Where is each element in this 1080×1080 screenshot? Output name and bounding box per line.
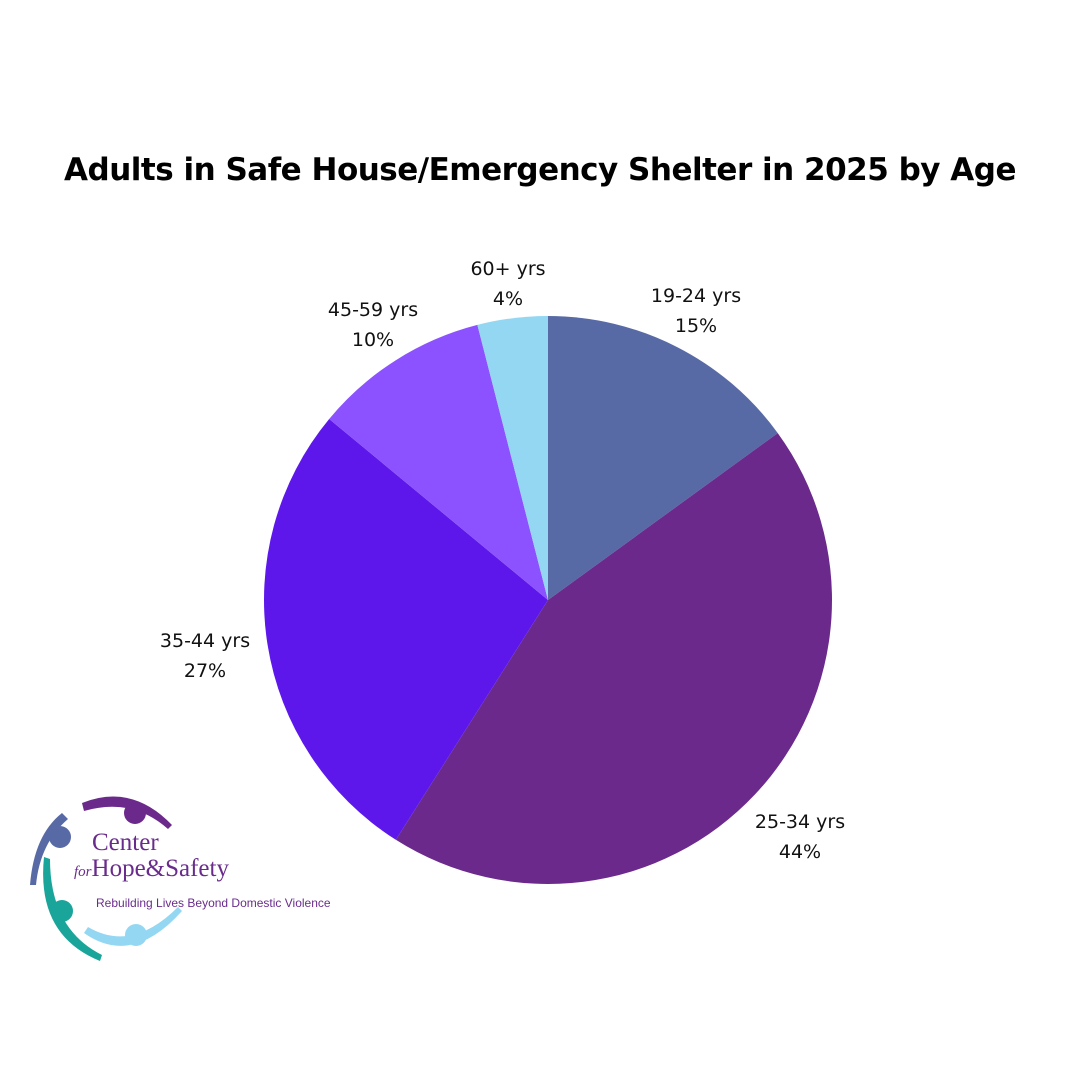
label-category: 45-59 yrs <box>327 299 419 321</box>
label-category: 25-34 yrs <box>754 811 846 833</box>
chart-title: Adults in Safe House/Emergency Shelter i… <box>64 152 1016 188</box>
pie-slice-60-yrs <box>477 316 548 600</box>
label-percent: 15% <box>674 315 718 337</box>
label-category: 19-24 yrs <box>650 285 742 307</box>
label-19-24: 19-24 yrs 15% <box>651 281 741 341</box>
pie-slice-35-44-yrs <box>264 418 548 840</box>
label-percent: 44% <box>778 841 822 863</box>
label-category: 60+ yrs <box>470 258 546 280</box>
pie-slice-45-59-yrs <box>329 324 548 600</box>
organization-logo: Center forHope&Safety Rebuilding Lives B… <box>22 785 342 965</box>
label-percent: 10% <box>351 329 395 351</box>
logo-people-circle-icon <box>30 796 182 961</box>
label-25-34: 25-34 yrs 44% <box>755 807 845 867</box>
logo-text-name: Hope&Safety <box>91 855 229 882</box>
logo-text-hope-safety: forHope&Safety <box>74 855 229 883</box>
logo-tagline: Rebuilding Lives Beyond Domestic Violenc… <box>96 896 331 910</box>
pie-slice-19-24-yrs <box>548 316 778 600</box>
label-percent: 27% <box>183 660 227 682</box>
label-percent: 4% <box>492 288 524 310</box>
logo-text-for: for <box>74 864 92 880</box>
logo-text-center: Center <box>92 829 159 856</box>
label-category: 35-44 yrs <box>159 630 251 652</box>
pie-slice-25-34-yrs <box>395 433 832 884</box>
label-45-59: 45-59 yrs 10% <box>328 295 418 355</box>
label-35-44: 35-44 yrs 27% <box>160 626 250 686</box>
label-60-plus: 60+ yrs 4% <box>470 254 545 314</box>
